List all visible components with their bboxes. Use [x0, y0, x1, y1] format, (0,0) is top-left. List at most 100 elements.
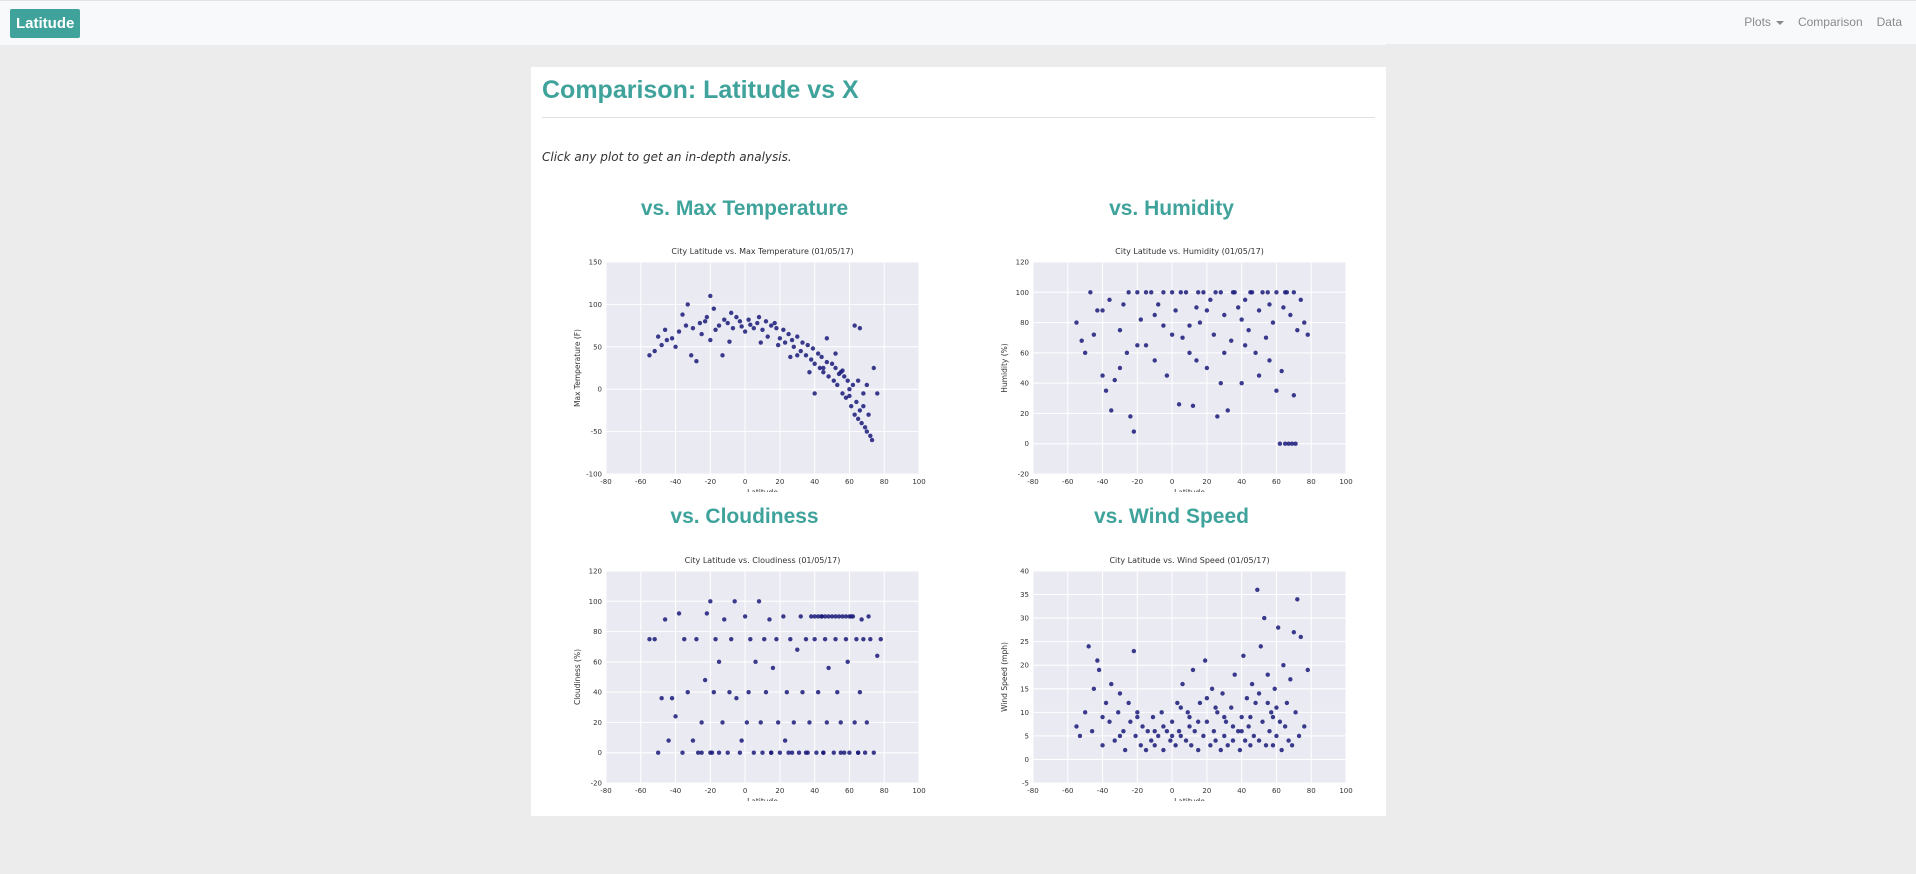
- data-point: [878, 636, 883, 642]
- data-point: [1161, 724, 1166, 729]
- data-point: [1242, 343, 1248, 348]
- data-point: [1239, 380, 1244, 386]
- data-point: [1178, 733, 1184, 739]
- data-point: [1213, 738, 1218, 743]
- y-tick-label: 0: [1025, 440, 1029, 448]
- data-point: [1164, 373, 1170, 378]
- data-point: [732, 599, 737, 604]
- data-point: [861, 403, 866, 409]
- x-tick-label: 100: [1339, 787, 1352, 795]
- data-point: [835, 382, 840, 388]
- data-point: [824, 359, 830, 365]
- data-point: [760, 327, 765, 333]
- data-point: [807, 720, 812, 725]
- data-point: [852, 323, 857, 328]
- data-point: [1253, 350, 1258, 356]
- y-tick-label: 10: [1020, 709, 1029, 717]
- y-tick-label: 40: [1020, 568, 1029, 576]
- x-axis-label: Latitude: [1174, 488, 1205, 492]
- data-point: [756, 599, 762, 604]
- data-point: [1213, 705, 1218, 710]
- data-point: [1100, 308, 1105, 313]
- humidity-plot[interactable]: City Latitude vs. Humidity (01/05/17) -80…: [983, 242, 1363, 492]
- data-point: [1248, 743, 1253, 748]
- data-point: [850, 382, 856, 388]
- data-point: [1117, 365, 1123, 371]
- data-point: [1274, 290, 1279, 295]
- data-point: [1133, 733, 1138, 739]
- x-tick-label: 0: [1170, 478, 1174, 486]
- wind-speed-plot[interactable]: City Latitude vs. Wind Speed (01/05/17) -…: [983, 551, 1363, 801]
- y-tick-label: 30: [1020, 615, 1029, 623]
- data-point: [756, 314, 762, 320]
- data-point: [1222, 312, 1227, 318]
- brand-logo[interactable]: Latitude: [10, 9, 81, 38]
- data-point: [1267, 358, 1272, 363]
- x-tick-label: 20: [1202, 478, 1211, 486]
- data-point: [786, 750, 791, 755]
- data-point: [762, 636, 767, 642]
- data-point: [647, 353, 652, 358]
- data-point: [855, 378, 861, 383]
- data-point: [1112, 377, 1117, 383]
- data-point: [777, 336, 783, 341]
- data-point: [1135, 343, 1140, 348]
- data-point: [1124, 350, 1130, 356]
- data-point: [798, 348, 803, 354]
- data-point: [838, 720, 843, 725]
- data-point: [864, 429, 870, 434]
- data-point: [829, 361, 835, 366]
- y-tick-label: 40: [1020, 380, 1029, 388]
- data-point: [1095, 308, 1100, 313]
- data-point: [1131, 648, 1137, 654]
- data-point: [852, 720, 857, 725]
- nav-data-link[interactable]: Data: [1876, 15, 1902, 29]
- data-point: [1088, 290, 1093, 295]
- data-point: [807, 370, 812, 375]
- data-point: [857, 408, 863, 413]
- nav-comparison-link[interactable]: Comparison: [1797, 15, 1863, 29]
- data-point: [673, 714, 678, 719]
- y-tick-label: 150: [589, 259, 602, 267]
- data-point: [1185, 710, 1190, 715]
- data-point: [669, 336, 675, 341]
- x-tick-label: 20: [1202, 787, 1211, 795]
- nav-plots-dropdown[interactable]: Plots: [1744, 15, 1784, 29]
- data-point: [845, 659, 850, 665]
- data-point: [1274, 705, 1279, 710]
- data-point: [1109, 408, 1114, 413]
- data-point: [730, 325, 736, 331]
- data-point: [1279, 747, 1284, 753]
- data-point: [812, 361, 817, 366]
- y-tick-label: -5: [1022, 780, 1029, 788]
- data-point: [821, 365, 826, 371]
- x-tick-label: 40: [1237, 478, 1246, 486]
- data-point: [815, 689, 821, 695]
- data-point: [727, 689, 732, 695]
- temperature-plot[interactable]: City Latitude vs. Max Temperature (01/05…: [556, 242, 936, 492]
- data-point: [1253, 700, 1258, 706]
- data-point: [786, 331, 791, 337]
- data-point: [1282, 290, 1288, 295]
- data-point: [1208, 297, 1213, 303]
- y-tick-label: -20: [1018, 471, 1029, 479]
- data-point: [662, 327, 668, 333]
- cloudiness-plot[interactable]: City Latitude vs. Cloudiness (01/05/17) -…: [556, 551, 936, 801]
- data-point: [1164, 728, 1170, 734]
- x-tick-label: 40: [810, 478, 819, 486]
- data-point: [1244, 696, 1250, 701]
- data-point: [682, 636, 687, 642]
- data-point: [1211, 332, 1217, 337]
- data-point: [1117, 691, 1123, 696]
- data-point: [1235, 305, 1241, 310]
- x-tick-label: 40: [1237, 787, 1246, 795]
- data-point: [1248, 714, 1253, 720]
- data-point: [781, 614, 786, 619]
- data-point: [1195, 290, 1201, 295]
- data-point: [842, 374, 847, 379]
- data-point: [803, 750, 809, 755]
- data-point: [810, 346, 816, 351]
- data-point: [1128, 719, 1133, 724]
- data-point: [704, 611, 710, 616]
- x-tick-label: 100: [1339, 478, 1352, 486]
